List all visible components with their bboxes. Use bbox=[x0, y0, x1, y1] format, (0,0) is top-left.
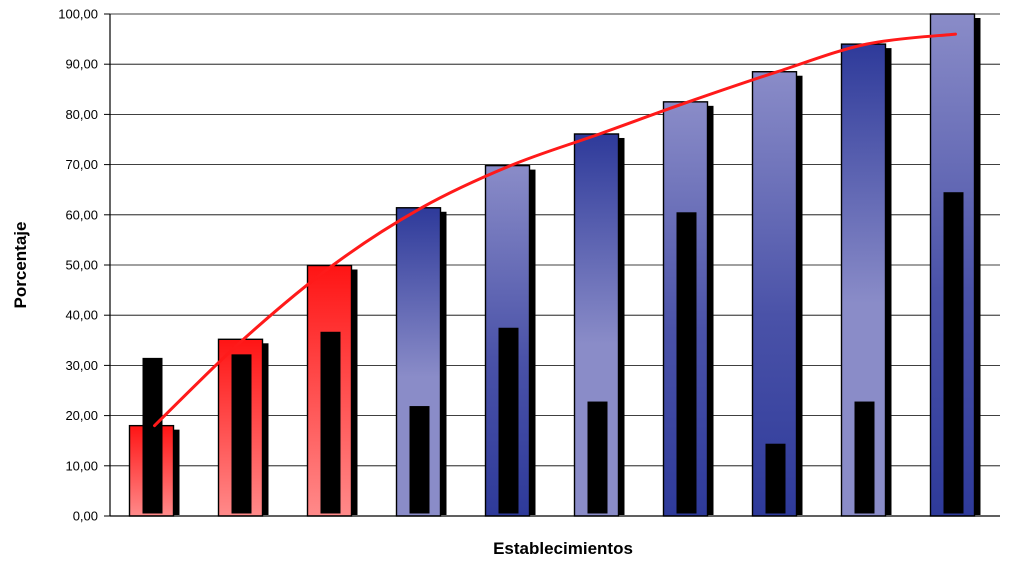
bar-individual bbox=[587, 401, 608, 514]
bar-individual bbox=[409, 406, 430, 514]
y-tick-label: 100,00 bbox=[58, 7, 98, 22]
y-tick-label: 40,00 bbox=[65, 308, 98, 323]
y-tick-label: 10,00 bbox=[65, 458, 98, 473]
y-tick-label: 20,00 bbox=[65, 408, 98, 423]
axes bbox=[109, 14, 1000, 517]
cumulative-line-path bbox=[153, 32, 957, 428]
bars bbox=[128, 13, 981, 517]
y-tick-label: 70,00 bbox=[65, 157, 98, 172]
y-tick-labels: 0,00 10,00 20,00 30,00 40,00 50,00 60,00 70,00 8… bbox=[58, 7, 98, 524]
y-tick-label: 50,00 bbox=[65, 258, 98, 273]
bar-individual bbox=[142, 357, 163, 514]
bar-individual bbox=[320, 331, 341, 514]
x-axis-title: Establecimientos bbox=[493, 539, 633, 558]
bar-individual bbox=[943, 192, 964, 514]
bar-individual bbox=[498, 327, 519, 514]
y-tick-label: 0,00 bbox=[73, 509, 98, 524]
bar-individual bbox=[231, 354, 252, 514]
y-tick-label: 30,00 bbox=[65, 358, 98, 373]
bar-cumulative bbox=[751, 71, 798, 517]
bar-individual bbox=[765, 443, 786, 514]
bar-individual bbox=[854, 401, 875, 514]
bar-individual bbox=[676, 212, 697, 514]
y-tick-label: 90,00 bbox=[65, 57, 98, 72]
y-tick-label: 60,00 bbox=[65, 207, 98, 222]
y-axis-title: Porcentaje bbox=[11, 222, 30, 309]
y-tick-label: 80,00 bbox=[65, 107, 98, 122]
cumulative-line bbox=[153, 32, 957, 428]
